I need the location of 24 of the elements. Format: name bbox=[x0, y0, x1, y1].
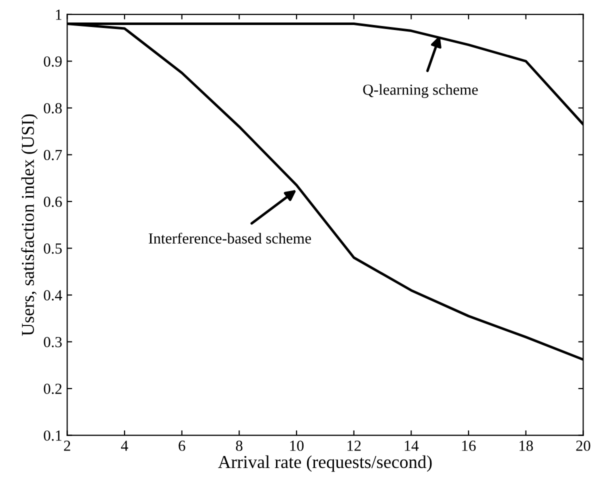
y-tick-label: 0.6 bbox=[44, 196, 62, 208]
y-axis-title: Users, satisfaction index (USI) bbox=[21, 114, 38, 336]
y-tick-label: 0.3 bbox=[44, 336, 62, 348]
y-tick-label: 0.4 bbox=[44, 290, 62, 301]
annotation: Interference-based scheme bbox=[148, 232, 311, 244]
y-tick-label: 0.2 bbox=[44, 384, 62, 394]
x-tick-label: 18 bbox=[520, 440, 533, 451]
y-tick-label: 0.9 bbox=[44, 56, 62, 67]
x-tick-label: 8 bbox=[236, 440, 242, 451]
y-tick-label: 0.1 bbox=[44, 430, 62, 441]
y-tick-label: 0.5 bbox=[44, 243, 62, 254]
annotation: Q-learning scheme bbox=[363, 84, 478, 98]
x-tick-label: 20 bbox=[576, 440, 590, 451]
y-tick-label: 0.7 bbox=[44, 150, 62, 160]
x-tick-label: 12 bbox=[348, 440, 361, 451]
x-tick-label: 6 bbox=[178, 440, 186, 451]
x-axis-title: Arrival rate (requests/second) bbox=[218, 455, 432, 472]
x-tick-label: 16 bbox=[462, 440, 476, 451]
x-tick-label: 14 bbox=[404, 440, 419, 451]
y-tick-label: 0.8 bbox=[44, 103, 62, 114]
x-tick-label: 4 bbox=[121, 440, 128, 451]
y-tick-label: 1 bbox=[56, 10, 62, 20]
x-tick-label: 10 bbox=[290, 440, 304, 451]
x-tick-label: 2 bbox=[64, 440, 70, 451]
